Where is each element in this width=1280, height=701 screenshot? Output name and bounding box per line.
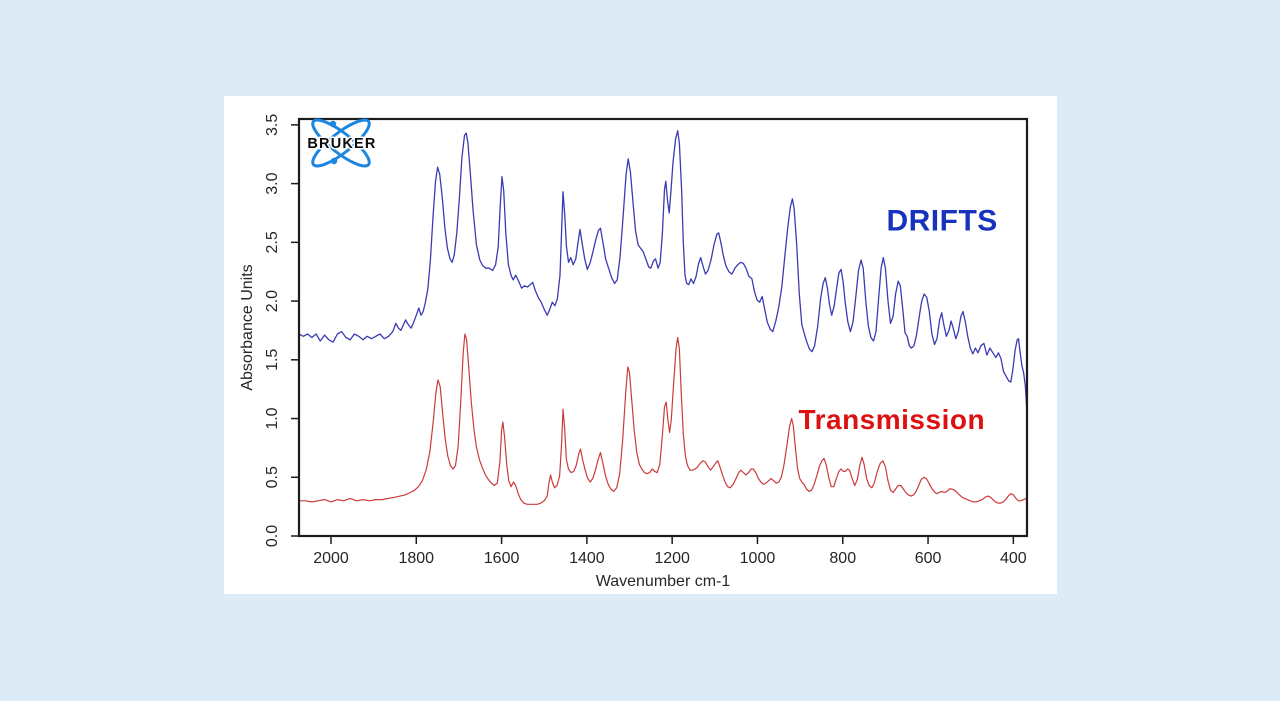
x-tick-label: 1800 [398,550,434,567]
x-tick-label: 1000 [740,550,776,567]
y-tick-label: 3.5 [264,114,281,136]
y-tick-label: 1.0 [264,407,281,429]
series-label-transmission: Transmission [799,404,986,435]
x-axis-title: Wavenumber cm-1 [596,573,731,590]
x-tick-label: 1600 [484,550,520,567]
plot-frame [297,117,1029,538]
y-tick-label: 1.5 [264,349,281,371]
y-tick-label: 0.0 [264,525,281,547]
series-label-drifts: DRIFTS [886,205,997,238]
logo-text: BRUKER [307,136,376,152]
y-tick-label: 3.0 [264,172,281,194]
chart-panel: 2000 1800 1600 1400 1200 1000 800 600 400 0.0 0.5 1… [224,96,1057,594]
x-tick-label: 2000 [313,550,349,567]
x-tick-label: 600 [915,550,942,567]
series-drifts [298,130,1028,408]
bruker-logo: BRUKER [295,116,391,172]
series-transmission [298,333,1027,505]
y-axis-title: Absorbance Units [239,264,256,390]
x-tick-label: 800 [829,550,856,567]
x-tick-label: 1400 [569,550,605,567]
y-tick-label: 0.5 [264,466,281,488]
spectrum-plot: 2000 1800 1600 1400 1200 1000 800 600 400 0.0 0.5 1… [239,114,1029,590]
y-tick-label: 2.5 [264,231,281,253]
logo-electron-dot-icon [330,157,338,165]
y-tick-label: 2.0 [264,290,281,312]
logo-orbit-icon [311,118,371,168]
logo-orbit-icon [311,118,371,168]
logo-electron-dot-icon [329,120,337,128]
x-tick-label: 400 [1000,550,1027,567]
x-tick-label: 1200 [654,550,690,567]
